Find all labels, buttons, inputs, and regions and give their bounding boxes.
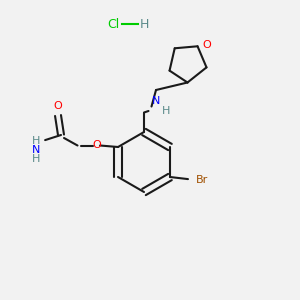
Text: Cl: Cl bbox=[108, 17, 120, 31]
Text: O: O bbox=[54, 101, 62, 111]
Text: N: N bbox=[152, 97, 160, 106]
Text: H: H bbox=[32, 154, 40, 164]
Text: N: N bbox=[32, 145, 40, 155]
Text: O: O bbox=[202, 40, 211, 50]
Text: H: H bbox=[162, 106, 170, 116]
Text: O: O bbox=[93, 140, 101, 151]
Text: H: H bbox=[32, 136, 40, 146]
Text: Br: Br bbox=[196, 175, 208, 185]
Text: H: H bbox=[140, 17, 149, 31]
